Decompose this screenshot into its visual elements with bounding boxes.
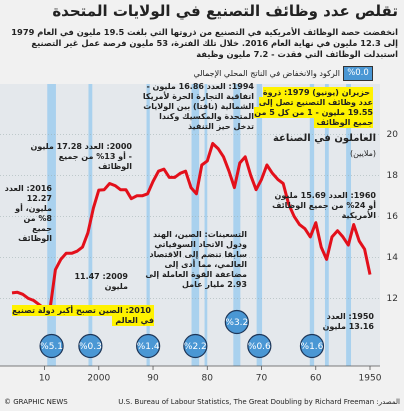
recession-band [256, 84, 263, 366]
gdp-badge-label: %2.2 [184, 342, 207, 352]
data-line [11, 142, 372, 311]
title: تقلص عدد وظائف التصنيع في الولايات المتح… [52, 2, 398, 20]
y-tick-label: 14 [387, 253, 399, 263]
x-tick-label: 2000 [87, 374, 110, 384]
legend-badge: %0.0 [343, 66, 373, 81]
annotation: 2010: الصين تصبح أكبر دولة تصنيع في العا… [6, 305, 154, 326]
x-tick-label: 60 [310, 374, 322, 384]
annotation: 2009: 11.47 مليون [74, 272, 128, 291]
annotation: حزيران (يونيو) 1979: ذروة عدد وظائف التص… [253, 87, 373, 128]
recession-band [146, 84, 150, 366]
gdp-badge-label: %0.6 [248, 342, 271, 352]
x-tick-label: 70 [256, 374, 268, 384]
gdp-badge [78, 333, 103, 359]
recession-band [204, 84, 208, 366]
gdp-badge-label: %1.4 [137, 342, 160, 352]
y-axis-unit: (ملايين) [349, 149, 376, 158]
annotation: 2000: العدد 17.28 مليون - أو 13% من جميع… [30, 142, 132, 171]
x-tick-label: 1950 [359, 374, 382, 384]
gdp-badge [299, 333, 325, 359]
legend-label: الركود والانخفاض في الناتج المحلي الإجما… [193, 69, 340, 78]
source: المصدر: U.S. Bureau of Labour Statistics… [118, 398, 400, 406]
recession-band [47, 84, 56, 366]
annotation: 1960: العدد 15.69 مليون أو 24% من جميع ا… [272, 191, 376, 220]
recession-band [191, 84, 200, 366]
annotation: التسعينات: الصين، الهند ودول الاتحاد الس… [145, 230, 247, 289]
y-axis-label: العاملون في الصناعة [272, 133, 376, 144]
y-tick-label: 20 [387, 130, 399, 140]
gdp-badge [136, 333, 161, 359]
gdp-badge [39, 333, 64, 359]
annotation: 2016: العدد 12.27 مليون، أو 8% من جميع ا… [4, 184, 52, 243]
gdp-badge-label: %1.6 [301, 342, 324, 352]
gdp-badge [183, 333, 208, 359]
annotation: 1950: العدد 13.16 مليون [322, 312, 374, 331]
annotation-text: حزيران (يونيو) 1979: ذروة عدد وظائف التص… [254, 87, 373, 128]
recession-band [324, 84, 329, 366]
recession-band [233, 84, 241, 366]
credit: © GRAPHIC NEWS [4, 398, 68, 406]
x-tick-label: 10 [39, 374, 51, 384]
annotation-text: 2010: الصين تصبح أكبر دولة تصنيع في العا… [12, 305, 154, 326]
gdp-badge [224, 309, 249, 335]
recession-band [346, 84, 352, 366]
gdp-badge-label: %3.2 [225, 318, 248, 328]
gdp-badge [247, 333, 272, 359]
recession-band [309, 84, 315, 366]
gdp-badge-label: %5.1 [40, 342, 63, 352]
x-tick-label: 80 [202, 374, 214, 384]
x-tick-label: 90 [147, 374, 159, 384]
subtitle: انخفضت حصة الوظائف الأمريكية في التصنيع … [11, 27, 398, 60]
y-tick-label: 18 [387, 171, 399, 181]
gdp-badge-label: %0.3 [79, 342, 102, 352]
y-tick-label: 16 [387, 212, 399, 222]
annotation: 1994: العدد 16.86 مليون - اتفاقية التجار… [142, 82, 254, 131]
y-tick-label: 12 [387, 294, 398, 304]
